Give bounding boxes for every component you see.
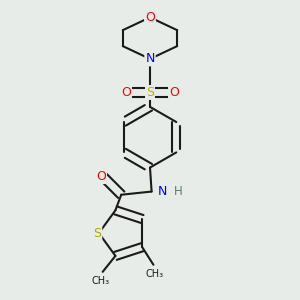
Text: CH₃: CH₃ (92, 276, 110, 286)
Text: N: N (158, 185, 167, 198)
Text: CH₃: CH₃ (146, 268, 164, 279)
Text: O: O (169, 86, 179, 99)
Text: S: S (146, 86, 154, 99)
Text: O: O (96, 170, 106, 183)
Text: N: N (145, 52, 155, 65)
Text: O: O (145, 11, 155, 24)
Text: S: S (93, 226, 101, 240)
Text: H: H (173, 185, 182, 198)
Text: O: O (121, 86, 131, 99)
